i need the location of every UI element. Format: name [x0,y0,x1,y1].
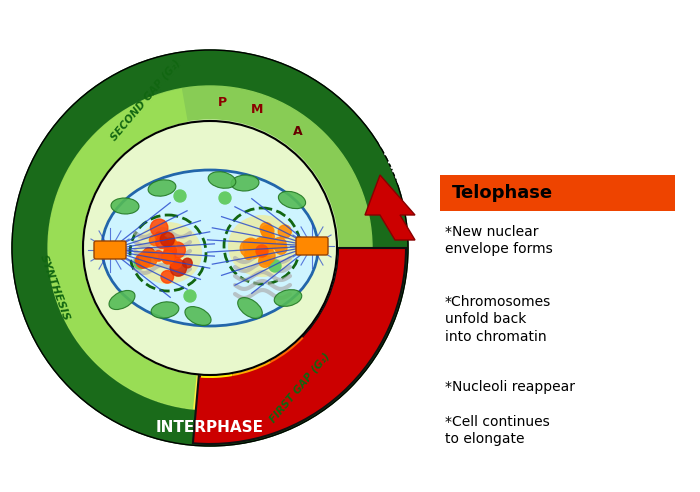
Ellipse shape [208,172,236,188]
Circle shape [150,219,168,237]
Text: INTERPHASE: INTERPHASE [156,421,264,435]
Circle shape [166,246,176,256]
Circle shape [144,247,154,258]
Circle shape [12,50,408,446]
Ellipse shape [148,180,176,196]
Ellipse shape [238,298,262,318]
Circle shape [254,237,270,252]
Ellipse shape [134,222,202,284]
Circle shape [162,252,174,264]
Circle shape [149,235,160,246]
Circle shape [269,260,281,272]
FancyBboxPatch shape [296,237,328,255]
Circle shape [248,241,261,253]
Circle shape [219,192,231,204]
Text: *Cell continues
to elongate: *Cell continues to elongate [445,415,550,446]
Circle shape [260,222,272,235]
Circle shape [259,255,271,267]
Circle shape [259,248,275,264]
Circle shape [250,249,259,258]
Circle shape [262,228,270,237]
Wedge shape [48,248,199,409]
Circle shape [48,86,372,410]
Ellipse shape [185,307,211,325]
Wedge shape [48,96,166,248]
Circle shape [164,238,176,250]
Text: *Chromosomes
unfold back
into chromatin: *Chromosomes unfold back into chromatin [445,295,552,343]
Ellipse shape [231,175,259,191]
Circle shape [153,250,164,261]
Circle shape [244,251,253,259]
Ellipse shape [274,290,302,307]
Circle shape [184,290,196,302]
Circle shape [267,233,274,240]
Text: SECOND GAP (G₂): SECOND GAP (G₂) [108,58,182,142]
Circle shape [164,244,176,256]
Wedge shape [193,248,406,444]
Circle shape [134,257,146,269]
Circle shape [170,257,181,269]
Circle shape [155,236,168,248]
Circle shape [163,251,172,260]
Circle shape [240,240,258,257]
Text: P: P [218,96,228,109]
Text: SYNTHESIS: SYNTHESIS [38,253,71,323]
Circle shape [243,238,258,253]
Ellipse shape [228,215,296,277]
Circle shape [261,226,272,237]
Circle shape [272,238,286,251]
FancyBboxPatch shape [94,241,126,259]
Ellipse shape [279,191,306,209]
Wedge shape [255,315,304,363]
Text: Telophase: Telophase [452,184,553,202]
Circle shape [275,243,287,254]
Wedge shape [227,333,271,376]
FancyBboxPatch shape [440,175,675,211]
Wedge shape [201,342,232,378]
Circle shape [263,236,272,245]
Circle shape [160,232,174,246]
Text: MITOTIC PHASE: MITOTIC PHASE [353,91,411,195]
Circle shape [139,249,158,267]
Text: FIRST GAP (G₁): FIRST GAP (G₁) [268,351,332,425]
Wedge shape [193,375,216,410]
Circle shape [252,240,262,251]
Ellipse shape [111,198,139,214]
Circle shape [136,253,150,268]
Circle shape [262,238,275,250]
Ellipse shape [151,302,179,318]
Circle shape [83,121,337,375]
Circle shape [278,225,291,238]
Circle shape [82,120,338,376]
Circle shape [170,260,186,276]
Circle shape [164,240,174,249]
Text: *New nuclear
envelope forms: *New nuclear envelope forms [445,225,553,256]
Text: A: A [293,125,302,138]
Circle shape [169,242,186,258]
Text: M: M [251,103,264,117]
Circle shape [162,249,176,262]
Circle shape [183,258,193,268]
Polygon shape [365,175,415,240]
Circle shape [161,271,174,283]
Ellipse shape [102,170,318,326]
Wedge shape [48,89,370,410]
Circle shape [174,190,186,202]
Text: *Nucleoli reappear: *Nucleoli reappear [445,380,575,394]
Circle shape [155,232,164,241]
Circle shape [256,245,268,257]
Circle shape [260,236,275,252]
Ellipse shape [109,290,135,309]
Circle shape [262,225,274,237]
